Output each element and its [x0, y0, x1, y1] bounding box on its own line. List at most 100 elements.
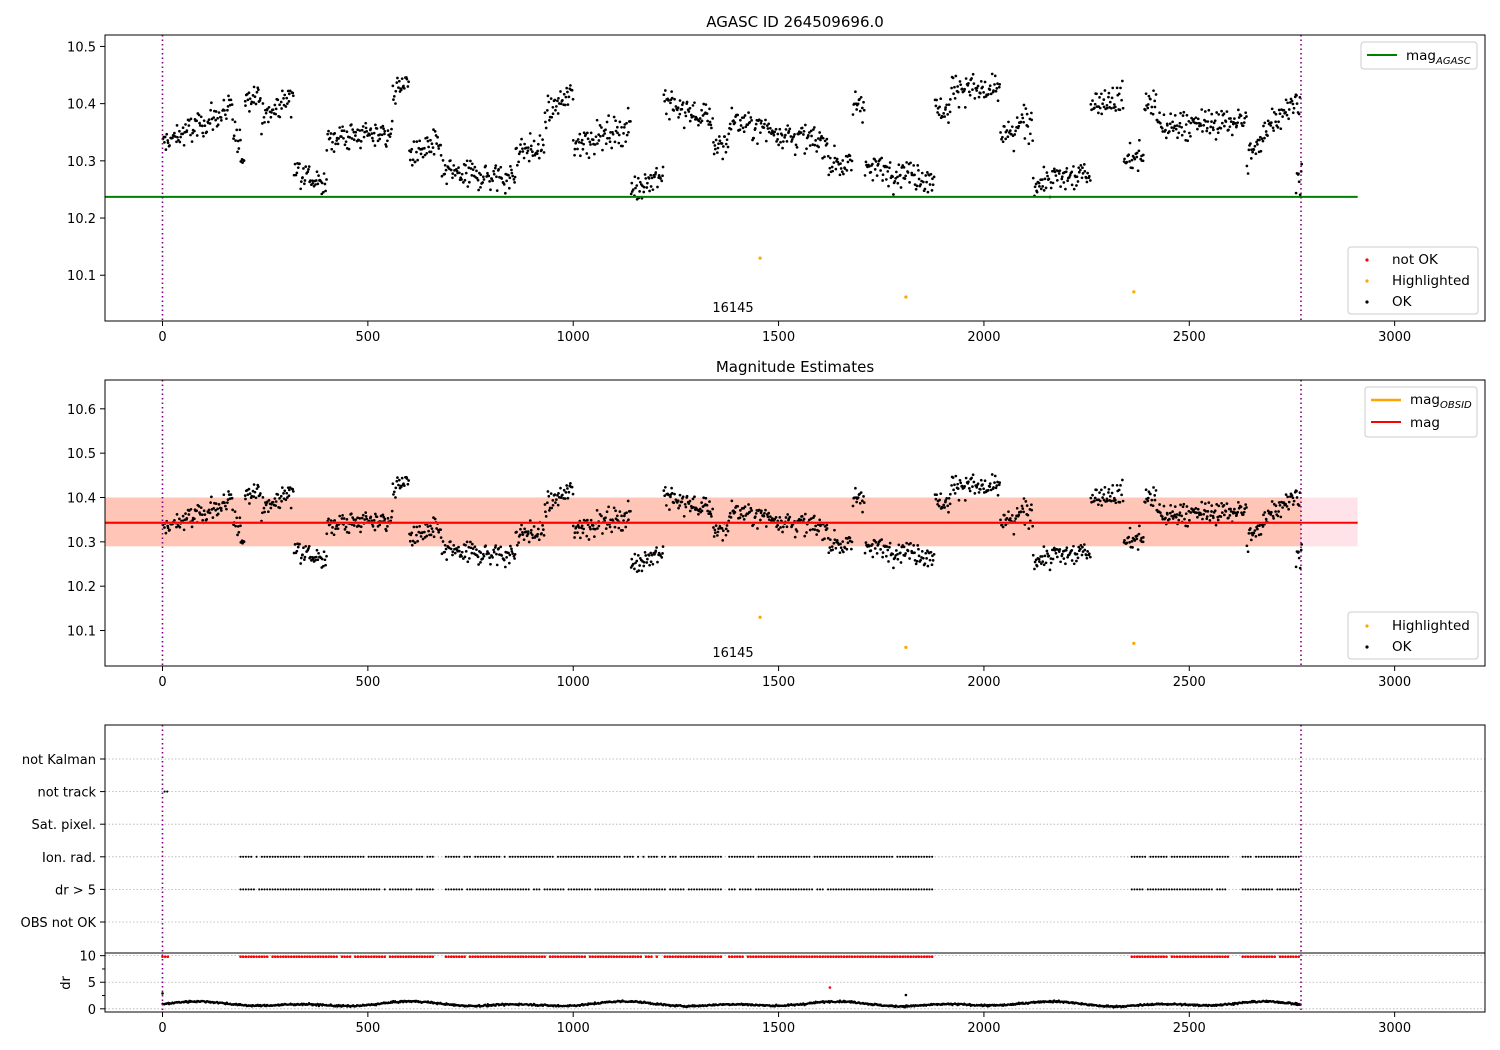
flag-point	[239, 888, 242, 891]
ok-point	[576, 147, 579, 151]
ok-point	[682, 126, 686, 130]
x-tick-label: 2000	[967, 330, 1000, 345]
flag-point	[760, 855, 763, 858]
ok-point	[1180, 514, 1184, 518]
ok-point	[705, 112, 709, 116]
flag-point	[880, 888, 883, 891]
ok-point	[597, 524, 601, 528]
ok-point	[680, 500, 684, 504]
ok-point	[1012, 149, 1016, 153]
ok-point	[390, 515, 393, 519]
flag-point	[370, 888, 373, 891]
ok-point	[838, 173, 842, 177]
ok-point	[1072, 165, 1075, 168]
ok-point	[1195, 511, 1199, 515]
ok-point	[1247, 531, 1251, 535]
ok-point	[536, 149, 540, 153]
flag-point	[717, 888, 720, 891]
ok-point	[831, 548, 835, 552]
ok-point	[261, 102, 265, 105]
ok-point	[982, 91, 985, 94]
ok-point	[1211, 126, 1215, 129]
ok-point	[841, 540, 845, 543]
ok-point	[1079, 163, 1083, 167]
ok-point	[717, 135, 721, 138]
ok-point	[799, 518, 803, 522]
ok-point	[189, 117, 193, 121]
flag-point	[915, 855, 918, 858]
ok-point	[392, 98, 395, 102]
ok-point	[468, 180, 471, 184]
ok-point	[1224, 120, 1228, 123]
ok-point	[409, 150, 413, 154]
flag-point	[391, 888, 394, 891]
ok-point	[1072, 544, 1075, 548]
ok-point	[858, 501, 862, 505]
ok-point	[957, 105, 961, 109]
ok-point	[396, 476, 399, 479]
ok-point	[1262, 513, 1265, 517]
ok-point	[990, 72, 994, 76]
ok-point	[562, 92, 566, 96]
ok-point	[1299, 548, 1303, 552]
ok-point	[1208, 131, 1212, 135]
flag-point	[1165, 888, 1168, 891]
flag-point	[556, 855, 560, 858]
ok-point	[618, 120, 622, 124]
ok-point	[1052, 546, 1056, 550]
ok-point	[1001, 525, 1005, 529]
flag-point	[1152, 855, 1155, 858]
ok-point	[1242, 121, 1246, 124]
ok-point	[1234, 122, 1237, 125]
flag-point	[885, 888, 888, 891]
flag-point	[330, 888, 333, 891]
ok-point	[536, 527, 540, 531]
flag-point	[613, 855, 616, 858]
flag-point	[1141, 855, 1144, 858]
ok-point	[429, 150, 433, 154]
flag-point	[471, 888, 474, 891]
ok-point	[291, 490, 295, 493]
ok-point	[261, 122, 264, 125]
ok-point	[227, 94, 230, 98]
ok-point	[585, 131, 589, 135]
flag-point	[1160, 855, 1163, 858]
ok-point	[861, 510, 864, 514]
ok-point	[1058, 548, 1062, 551]
ok-point	[164, 531, 168, 535]
ok-point	[291, 91, 295, 95]
ok-point	[1233, 117, 1236, 120]
flag-point	[784, 888, 787, 891]
ok-point	[298, 542, 301, 546]
flag-point	[490, 888, 493, 891]
flag-point	[589, 855, 592, 858]
ok-point	[1194, 507, 1198, 510]
flag-point	[655, 855, 658, 858]
flag-point	[786, 855, 790, 858]
ok-point	[210, 101, 213, 105]
ok-point	[642, 190, 646, 194]
ok-point	[609, 518, 612, 522]
ok-point	[333, 519, 337, 522]
ok-point	[231, 508, 234, 512]
flag-point	[1170, 888, 1173, 891]
ok-point	[198, 121, 201, 125]
ok-point	[1168, 130, 1171, 133]
ok-point	[267, 105, 271, 109]
ok-point	[1292, 106, 1296, 110]
ok-point	[1294, 191, 1298, 195]
ok-point	[685, 494, 689, 498]
ok-point	[1023, 137, 1027, 140]
ok-point	[303, 182, 306, 186]
ok-point	[276, 98, 280, 102]
ok-point	[475, 169, 478, 173]
ok-point	[1168, 517, 1171, 521]
ok-point	[863, 551, 867, 555]
ok-point	[507, 551, 510, 555]
ok-point	[1013, 133, 1017, 136]
ok-point	[445, 558, 449, 561]
ok-point	[314, 558, 317, 562]
ok-point	[242, 159, 246, 163]
ok-point	[242, 540, 246, 544]
ok-point	[354, 518, 358, 522]
